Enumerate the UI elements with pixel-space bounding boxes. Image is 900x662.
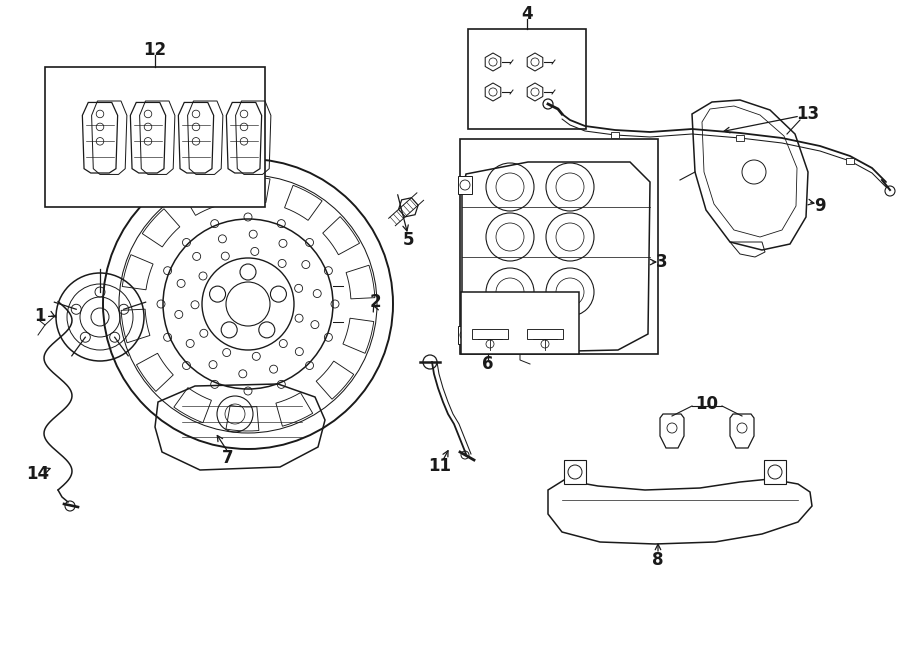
Text: 14: 14 xyxy=(26,465,50,483)
Bar xyxy=(472,329,508,339)
Bar xyxy=(460,139,658,354)
Text: 1: 1 xyxy=(34,307,46,325)
Text: 11: 11 xyxy=(428,457,452,475)
Bar xyxy=(564,460,586,484)
Bar xyxy=(527,329,563,339)
Bar xyxy=(461,292,579,354)
Text: 3: 3 xyxy=(656,253,668,271)
Text: 6: 6 xyxy=(482,355,494,373)
Text: 13: 13 xyxy=(796,105,820,123)
Text: 12: 12 xyxy=(143,41,166,59)
Bar xyxy=(458,176,472,194)
Bar xyxy=(458,326,472,344)
Bar xyxy=(468,29,586,129)
Bar xyxy=(45,67,265,207)
Text: 9: 9 xyxy=(814,197,826,215)
Text: 7: 7 xyxy=(222,449,234,467)
Text: 4: 4 xyxy=(521,5,533,23)
Text: 10: 10 xyxy=(696,395,718,413)
Text: 2: 2 xyxy=(369,293,381,311)
Text: 5: 5 xyxy=(402,231,414,249)
Text: 8: 8 xyxy=(652,551,664,569)
Bar xyxy=(764,460,786,484)
Bar xyxy=(846,158,854,164)
Bar xyxy=(736,135,744,141)
Bar xyxy=(611,132,619,138)
